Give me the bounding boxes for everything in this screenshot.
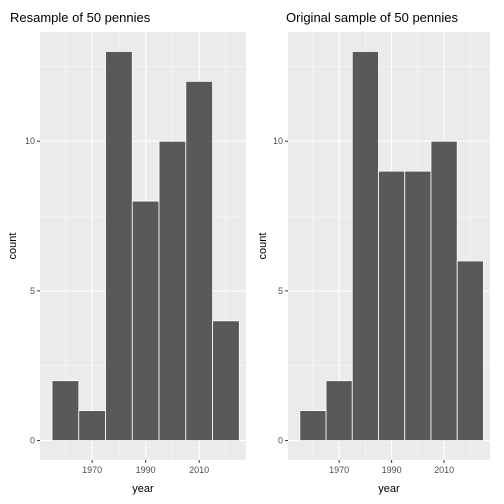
y-tick-label: 0 [30,436,35,446]
y-axis-label: count [257,233,269,260]
y-tick-label: 5 [30,286,35,296]
histogram-bar [299,410,327,441]
x-axis-label: year [132,483,154,495]
histogram-bar [131,200,160,441]
histogram-bar [351,51,379,441]
histogram-bar [105,51,133,441]
histogram-bar [51,380,80,441]
x-axis-label: year [378,483,400,495]
x-tick-label: 1990 [136,465,156,475]
histogram-panel-original: Original sample of 50 pennies 0 5 10 1970 19… [257,10,490,495]
histogram-panel-resample: Resample of 50 pennies 0 5 10 1970 1990 2010 y… [7,10,246,495]
histogram-bar [378,170,406,441]
histogram-bar [78,410,106,441]
y-axis-label: count [7,233,19,260]
histogram-bar [430,140,458,441]
chart-title: Original sample of 50 pennies [286,10,458,25]
chart-title: Resample of 50 pennies [10,10,151,25]
x-tick-label: 1970 [82,465,102,475]
histogram-bar [185,80,213,441]
histogram-bar [456,260,484,441]
histogram-bar [404,170,432,441]
y-tick-label: 0 [278,436,283,446]
x-tick-label: 2010 [434,465,454,475]
y-tick-label: 10 [25,136,35,146]
y-tick-label: 10 [273,136,283,146]
y-tick-label: 5 [278,286,283,296]
histogram-bar [325,380,353,441]
x-tick-label: 1970 [329,465,349,475]
histogram-bar [158,140,187,441]
x-tick-label: 1990 [382,465,402,475]
histogram-bar [212,320,240,441]
x-tick-label: 2010 [189,465,209,475]
